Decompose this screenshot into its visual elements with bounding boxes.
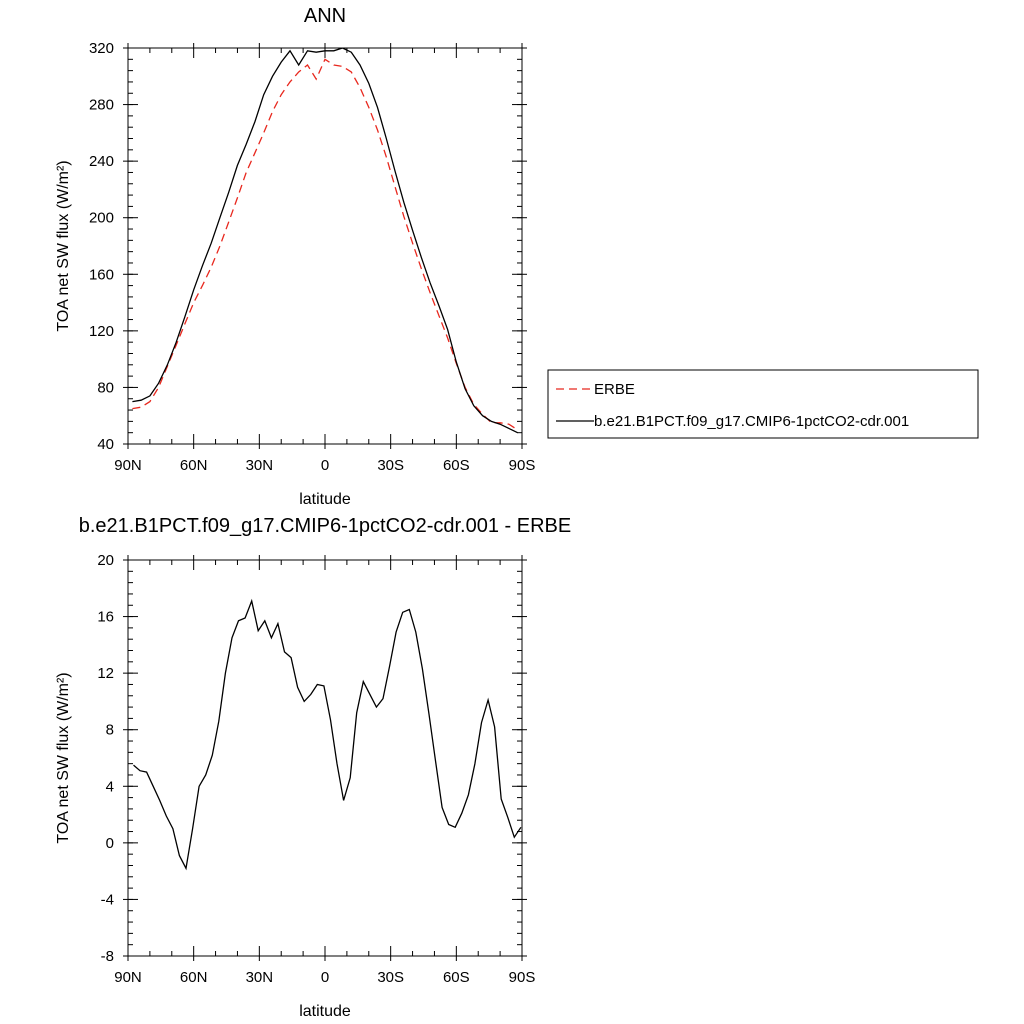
x-axis-label: latitude <box>299 491 351 508</box>
y-tick-label: 20 <box>97 552 114 569</box>
y-tick-label: 4 <box>106 778 114 795</box>
x-tick-label: 90S <box>509 969 536 986</box>
x-tick-label: 90N <box>114 457 142 474</box>
difference-panel: b.e21.B1PCT.f09_g17.CMIP6-1pctCO2-cdr.00… <box>55 515 571 1020</box>
y-tick-label: 16 <box>97 609 114 626</box>
y-tick-label: 240 <box>89 153 114 170</box>
legend-label-0: ERBE <box>594 381 635 398</box>
y-tick-label: 320 <box>89 40 114 57</box>
x-tick-label: 0 <box>321 457 329 474</box>
x-tick-label: 60N <box>180 457 208 474</box>
series-line-1 <box>132 48 518 434</box>
plot-frame <box>127 47 523 445</box>
y-tick-label: 280 <box>89 97 114 114</box>
climatology-panel: ANN 90N 60N 30N 0 30S 60S 90S 40 80 120 160 200 240 28… <box>55 5 979 508</box>
y-tick-label: -4 <box>101 891 114 908</box>
y-axis-label: TOA net SW flux (W/m²) <box>55 672 72 843</box>
x-tick-label: 30S <box>377 969 404 986</box>
x-tick-label: 30N <box>246 969 274 986</box>
y-axis-label: TOA net SW flux (W/m²) <box>55 160 72 331</box>
y-tick-label: 12 <box>97 665 114 682</box>
x-tick-label: 30S <box>377 457 404 474</box>
y-tick-label: 160 <box>89 266 114 283</box>
x-tick-label: 60S <box>443 969 470 986</box>
x-tick-label: 0 <box>321 969 329 986</box>
x-tick-label: 60S <box>443 457 470 474</box>
y-tick-label: 8 <box>106 722 114 739</box>
y-tick-label: 120 <box>89 323 114 340</box>
x-tick-label: 90N <box>114 969 142 986</box>
x-axis-label: latitude <box>299 1003 351 1020</box>
y-tick-label: 40 <box>97 436 114 453</box>
legend-label-1: b.e21.B1PCT.f09_g17.CMIP6-1pctCO2-cdr.00… <box>594 413 909 430</box>
legend-box <box>547 369 979 439</box>
x-tick-label: 60N <box>180 969 208 986</box>
y-tick-label: 200 <box>89 210 114 227</box>
chart-title: ANN <box>304 5 346 27</box>
series-line-0 <box>133 598 522 871</box>
y-tick-label: 80 <box>97 379 114 396</box>
x-tick-label: 90S <box>509 457 536 474</box>
chart-title: b.e21.B1PCT.f09_g17.CMIP6-1pctCO2-cdr.00… <box>79 515 571 537</box>
x-tick-label: 30N <box>246 457 274 474</box>
y-tick-label: -8 <box>101 948 114 965</box>
series-line-0 <box>132 58 518 431</box>
plot-frame <box>127 559 523 957</box>
y-tick-label: 0 <box>106 835 114 852</box>
